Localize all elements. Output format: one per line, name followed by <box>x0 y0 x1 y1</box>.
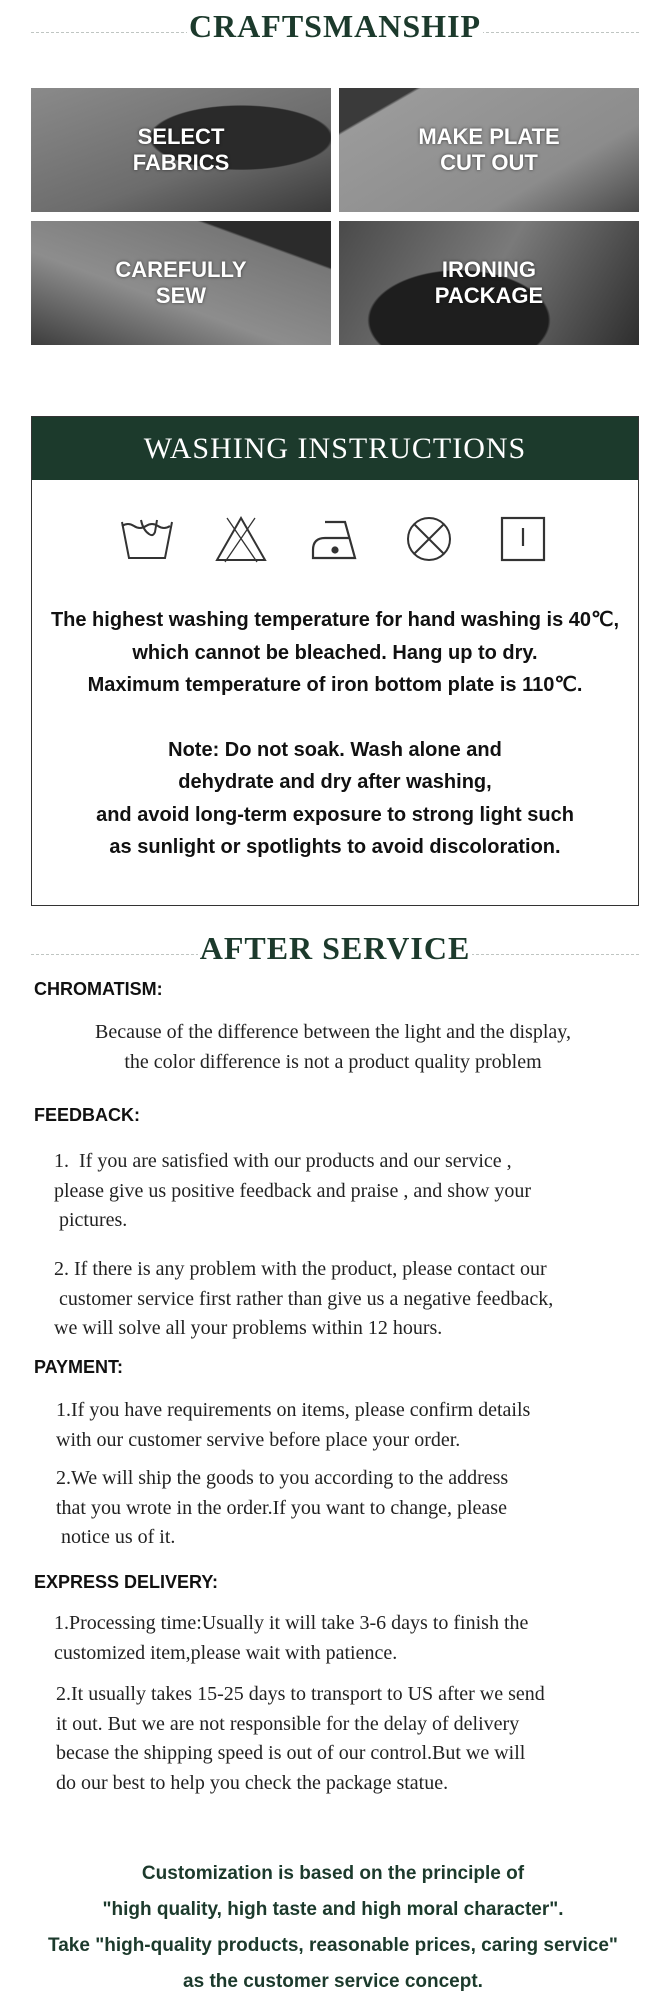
do-not-tumble-dry-icon <box>407 517 451 561</box>
payment-item-1: 1.If you have requirements on items, ple… <box>56 1399 531 1451</box>
step-ironing-package: IRONING PACKAGE <box>339 221 639 345</box>
feedback-item-2: 2. If there is any problem with the prod… <box>54 1258 554 1339</box>
iron-low-temp-icon <box>311 520 357 560</box>
express-item-2: 2.It usually takes 15-25 days to transpo… <box>56 1683 545 1794</box>
step-carefully-sew: CAREFULLY SEW <box>31 221 331 345</box>
closing-statement: Customization is based on the principle … <box>48 1863 618 1992</box>
feedback-heading: FEEDBACK: <box>34 1105 140 1125</box>
chromatism-text: Because of the difference between the li… <box>95 1021 571 1073</box>
hand-wash-icon <box>121 519 173 559</box>
step-select-fabrics: SELECT FABRICS <box>31 88 331 212</box>
line-dry-icon <box>500 516 546 562</box>
payment-item-2: 2.We will ship the goods to you accordin… <box>56 1467 509 1548</box>
after-service-title: AFTER SERVICE <box>31 930 639 967</box>
washing-instructions-panel: WASHING INSTRUCTIONS The highest washing… <box>31 416 639 906</box>
washing-note: Note: Do not soak. Wash alone and dehydra… <box>96 738 574 859</box>
do-not-bleach-icon <box>215 515 267 563</box>
express-heading: EXPRESS DELIVERY: <box>34 1572 219 1592</box>
step-make-plate: MAKE PLATE CUT OUT <box>339 88 639 212</box>
feedback-item-1: 1. If you are satisfied with our product… <box>54 1150 532 1231</box>
washing-title: WASHING INSTRUCTIONS <box>32 417 638 480</box>
payment-heading: PAYMENT: <box>34 1357 124 1377</box>
craftsmanship-title: CRAFTSMANSHIP <box>31 8 639 45</box>
chromatism-heading: CHROMATISM: <box>34 979 163 999</box>
express-item-1: 1.Processing time:Usually it will take 3… <box>54 1612 529 1664</box>
washing-text: The highest washing temperature for hand… <box>50 609 620 696</box>
